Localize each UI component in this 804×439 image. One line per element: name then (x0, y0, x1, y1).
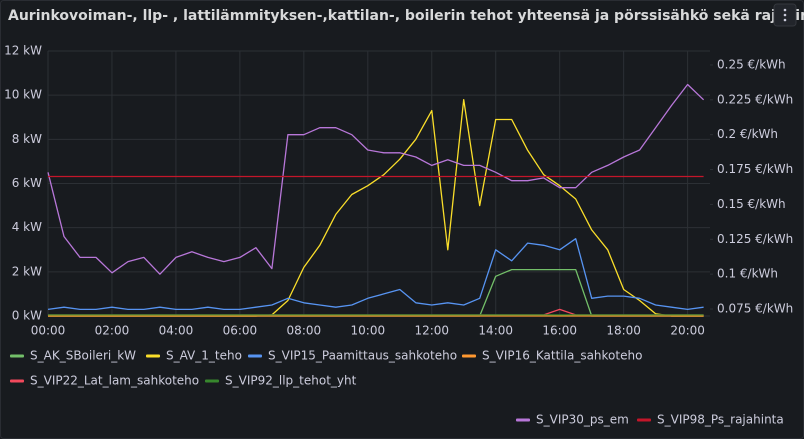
legend-swatch (248, 354, 262, 358)
series-line (47, 238, 704, 311)
y-tick-label: 2 kW (12, 264, 42, 278)
legend-swatch (146, 354, 160, 358)
series-line (47, 83, 705, 275)
y2-tick-label: 0.225 €/kWh (717, 92, 793, 106)
x-tick-label: 14:00 (478, 324, 513, 338)
y-tick-label: 8 kW (12, 132, 42, 146)
y2-tick-label: 0.1 €/kWh (717, 267, 778, 281)
legend-label: S_VIP16_Kattila_sahkoteho (482, 349, 642, 363)
legend-item[interactable]: S_VIP92_llp_tehot_yht (205, 374, 357, 388)
y-tick-label: 0 kW (12, 309, 42, 323)
legend-label: S_VIP22_Lat_lam_sahkoteho (30, 374, 199, 388)
legend-item[interactable]: S_AV_1_teho (146, 349, 242, 363)
y2-tick-label: 0.2 €/kWh (717, 127, 778, 141)
y-tick-label: 10 kW (4, 88, 42, 102)
legend-label: S_AV_1_teho (166, 349, 242, 363)
legend-item[interactable]: S_VIP98_Ps_rajahinta (637, 413, 784, 427)
legend-label: S_VIP92_llp_tehot_yht (225, 374, 357, 388)
legend-swatch (637, 418, 651, 422)
x-tick-label: 16:00 (542, 324, 577, 338)
x-tick-label: 20:00 (670, 324, 705, 338)
legend-item[interactable]: S_VIP16_Kattila_sahkoteho (462, 349, 642, 363)
y-tick-label: 12 kW (4, 44, 42, 58)
legend-label: S_VIP30_ps_em (536, 413, 629, 427)
legend-label: S_AK_SBoileri_kW (30, 349, 136, 363)
x-tick-label: 10:00 (351, 324, 386, 338)
x-tick-label: 02:00 (95, 324, 130, 338)
legend-swatch (10, 379, 24, 383)
y2-tick-label: 0.125 €/kWh (717, 232, 793, 246)
y-tick-label: 4 kW (12, 220, 42, 234)
chart-title: Aurinkovoiman-, llp- , lattilämmityksen-… (8, 8, 804, 24)
x-tick-label: 08:00 (287, 324, 322, 338)
legend-item[interactable]: S_AK_SBoileri_kW (10, 349, 136, 363)
y2-tick-label: 0.25 €/kWh (717, 57, 786, 71)
y-tick-label: 6 kW (12, 176, 42, 190)
menu-button[interactable] (773, 3, 797, 27)
legend-label: S_VIP98_Ps_rajahinta (657, 413, 784, 427)
legend-label: S_VIP15_Paamittaus_sahkoteho (268, 349, 457, 363)
x-tick-label: 00:00 (31, 324, 66, 338)
y2-tick-label: 0.075 €/kWh (717, 302, 793, 316)
legend-item[interactable]: S_VIP30_ps_em (516, 413, 629, 427)
legend-item[interactable]: S_VIP15_Paamittaus_sahkoteho (248, 349, 457, 363)
legend-swatch (205, 379, 219, 383)
x-tick-label: 04:00 (159, 324, 194, 338)
x-tick-label: 12:00 (414, 324, 449, 338)
legend-swatch (462, 354, 476, 358)
legend-swatch (516, 418, 530, 422)
y2-tick-label: 0.15 €/kWh (717, 197, 786, 211)
legend-item[interactable]: S_VIP22_Lat_lam_sahkoteho (10, 374, 199, 388)
legend-swatch (10, 354, 24, 358)
x-tick-label: 06:00 (223, 324, 258, 338)
y2-tick-label: 0.175 €/kWh (717, 162, 793, 176)
x-tick-label: 18:00 (606, 324, 641, 338)
